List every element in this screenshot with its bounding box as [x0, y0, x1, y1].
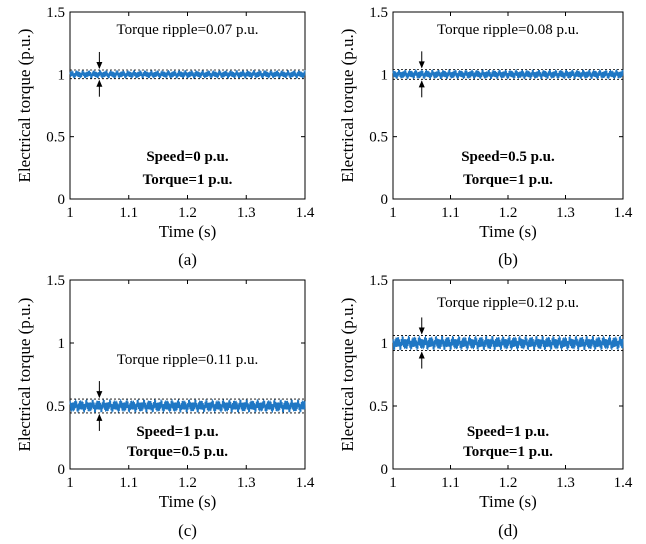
x-tick-label: 1.3	[237, 205, 256, 221]
panel-b: 1 1.1 1.2 1.3 1.4 0 0.5 1 1.5 Time (s) Electrical …	[338, 5, 633, 269]
x-tick-label: 1.1	[119, 475, 138, 491]
y-tick-label: 1	[58, 336, 66, 352]
panel-caption: (a)	[178, 250, 197, 269]
speed-condition: Speed=1 p.u.	[467, 424, 550, 440]
torque-series	[392, 69, 624, 80]
ripple-arrowhead-down	[418, 61, 425, 69]
panel-caption: (c)	[178, 521, 197, 540]
ripple-arrowhead-up	[96, 79, 103, 87]
y-tick-label: 0	[381, 462, 389, 478]
x-tick-label: 1.3	[237, 475, 256, 491]
y-tick-label: 1.5	[46, 273, 65, 289]
ripple-annotation: Torque ripple=0.11 p.u.	[117, 352, 258, 368]
y-axis-label: Electrical torque (p.u.)	[338, 298, 357, 452]
torque-condition: Torque=0.5 p.u.	[127, 444, 228, 460]
x-axis-label: Time (s)	[159, 222, 216, 241]
x-axis-label: Time (s)	[479, 222, 536, 241]
speed-condition: Speed=0 p.u.	[146, 149, 229, 165]
x-tick-label: 1.1	[441, 475, 460, 491]
plot-frame	[69, 279, 306, 470]
y-tick-label: 1.5	[46, 5, 65, 21]
panel-c: 1 1.1 1.2 1.3 1.4 0 0.5 1 1.5 Time (s) Electrical …	[15, 273, 315, 540]
ripple-arrowhead-down	[96, 391, 103, 399]
x-axis-label: Time (s)	[479, 492, 536, 511]
x-tick-label: 1.2	[499, 475, 518, 491]
torque-condition: Torque=1 p.u.	[463, 172, 553, 188]
panel-d: 1 1.1 1.2 1.3 1.4 0 0.5 1 1.5 Time (s) Electrical …	[338, 273, 633, 540]
x-tick-label: 1.3	[556, 205, 575, 221]
x-tick-label: 1.4	[296, 205, 315, 221]
x-axis-label: Time (s)	[159, 492, 216, 511]
x-tick-label: 1.4	[614, 475, 633, 491]
panel-caption: (b)	[498, 250, 518, 269]
y-axis-label: Electrical torque (p.u.)	[15, 29, 34, 183]
x-tick-label: 1	[389, 475, 397, 491]
y-tick-label: 0	[58, 462, 66, 478]
x-tick-label: 1.1	[441, 205, 460, 221]
y-tick-label: 1	[381, 67, 389, 83]
x-tick-label: 1	[389, 205, 397, 221]
x-tick-label: 1.3	[556, 475, 575, 491]
torque-condition: Torque=1 p.u.	[463, 444, 553, 460]
y-tick-label: 0.5	[46, 399, 65, 415]
ripple-annotation: Torque ripple=0.07 p.u.	[117, 22, 259, 38]
y-axis-label: Electrical torque (p.u.)	[338, 29, 357, 183]
y-tick-label: 1	[381, 336, 389, 352]
torque-series	[69, 399, 306, 413]
speed-condition: Speed=0.5 p.u.	[461, 149, 555, 165]
x-tick-label: 1.4	[296, 475, 315, 491]
y-tick-label: 0.5	[46, 130, 65, 146]
plot-frame	[69, 11, 306, 200]
y-tick-label: 1	[58, 67, 66, 83]
ripple-arrowhead-up	[418, 351, 425, 359]
y-tick-label: 1.5	[369, 273, 388, 289]
ripple-arrowhead-up	[96, 413, 103, 421]
x-tick-label: 1.1	[119, 205, 138, 221]
torque-condition: Torque=1 p.u.	[143, 172, 233, 188]
speed-condition: Speed=1 p.u.	[136, 424, 219, 440]
ripple-annotation: Torque ripple=0.12 p.u.	[437, 295, 579, 311]
y-tick-label: 0	[58, 192, 66, 208]
x-tick-label: 1.2	[178, 205, 197, 221]
ripple-annotation: Torque ripple=0.08 p.u.	[437, 22, 579, 38]
ripple-arrowhead-up	[418, 80, 425, 88]
x-tick-label: 1	[66, 475, 74, 491]
ripple-arrowhead-down	[418, 327, 425, 335]
y-axis-label: Electrical torque (p.u.)	[15, 298, 34, 452]
torque-series	[69, 69, 306, 79]
panel-a: 1 1.1 1.2 1.3 1.4 0 0.5 1 1.5 Time (s) Electrical …	[15, 5, 315, 269]
x-tick-label: 1.4	[614, 205, 633, 221]
y-tick-label: 0	[381, 192, 389, 208]
y-tick-label: 0.5	[369, 399, 388, 415]
y-tick-label: 0.5	[369, 130, 388, 146]
x-tick-label: 1.2	[499, 205, 518, 221]
ripple-arrowhead-down	[96, 61, 103, 69]
y-tick-label: 1.5	[369, 5, 388, 21]
torque-series	[392, 335, 624, 351]
plot-frame	[392, 11, 624, 200]
panel-caption: (d)	[498, 521, 518, 540]
x-tick-label: 1.2	[178, 475, 197, 491]
x-tick-label: 1	[66, 205, 74, 221]
